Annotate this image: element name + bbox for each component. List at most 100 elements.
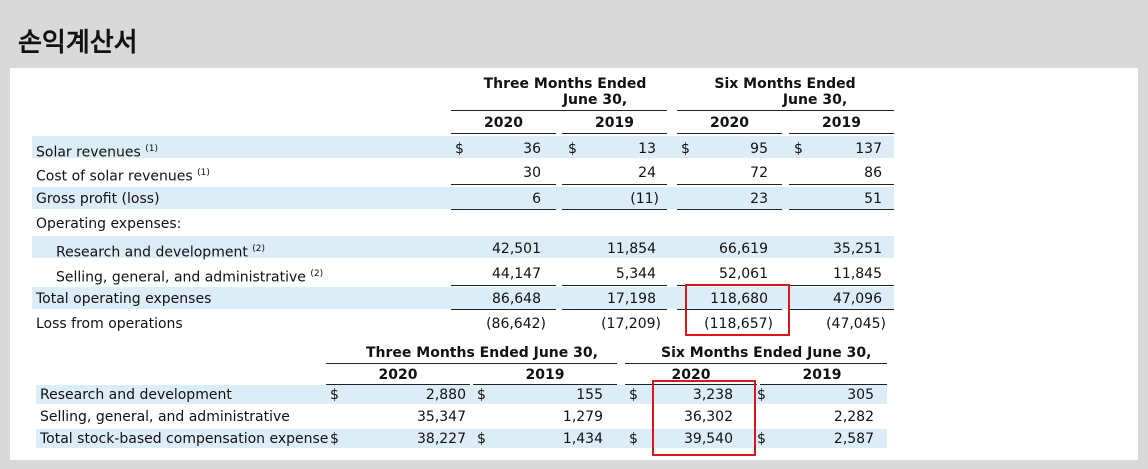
row-label: Total operating expenses bbox=[36, 291, 212, 307]
rule bbox=[789, 309, 894, 310]
rule bbox=[473, 384, 617, 385]
row-band bbox=[32, 187, 894, 209]
subtotal-rule bbox=[562, 184, 667, 185]
row-band bbox=[32, 236, 894, 258]
cell: 39,540 bbox=[684, 431, 733, 447]
subtotal-rule bbox=[677, 184, 782, 185]
subtotal-rule bbox=[789, 285, 894, 286]
currency-symbol: $ bbox=[477, 431, 486, 447]
cell: 86,648 bbox=[492, 291, 541, 307]
currency-symbol: $ bbox=[757, 387, 766, 403]
top-header-rule-3m bbox=[451, 110, 667, 111]
currency-symbol: $ bbox=[629, 431, 638, 447]
bottom-year: 2019 bbox=[525, 367, 565, 383]
currency-symbol: $ bbox=[477, 387, 486, 403]
currency-symbol: $ bbox=[455, 141, 464, 157]
cell: 137 bbox=[855, 141, 882, 157]
cell: 13 bbox=[638, 141, 656, 157]
top-year-6m-2020: 2020 bbox=[710, 115, 749, 131]
cell: 2,880 bbox=[425, 387, 466, 403]
bottom-header-rule bbox=[625, 363, 887, 364]
subtotal-rule bbox=[562, 285, 667, 286]
cell: 2,587 bbox=[833, 431, 874, 447]
table-row: Selling, general, and administrative (2) bbox=[56, 265, 323, 287]
cell: 35,251 bbox=[833, 241, 882, 257]
rule bbox=[562, 209, 667, 210]
cell: 118,680 bbox=[710, 291, 768, 307]
cell: 2,282 bbox=[833, 409, 874, 425]
footnote-marker: (2) bbox=[310, 269, 324, 279]
cell: (118,657) bbox=[704, 316, 773, 332]
bottom-group-header-3m: Three Months Ended June 30, bbox=[366, 345, 598, 361]
top-group-header-3m-line1: Three Months Ended bbox=[483, 76, 647, 92]
table-row: Cost of solar revenues (1) bbox=[36, 164, 210, 186]
cell: (17,209) bbox=[601, 316, 661, 332]
currency-symbol: $ bbox=[629, 387, 638, 403]
rule bbox=[326, 384, 470, 385]
cell: 52,061 bbox=[719, 266, 768, 282]
currency-symbol: $ bbox=[681, 141, 690, 157]
cell: 3,238 bbox=[692, 387, 733, 403]
rule bbox=[451, 209, 556, 210]
cell: (11) bbox=[630, 191, 659, 207]
row-label: Loss from operations bbox=[36, 316, 183, 332]
cell: 36,302 bbox=[684, 409, 733, 425]
row-band bbox=[32, 287, 894, 309]
row-band bbox=[36, 385, 887, 404]
cell: 6 bbox=[532, 191, 541, 207]
footnote-marker: (1) bbox=[197, 168, 210, 178]
page-title: 손익계산서 bbox=[18, 28, 138, 58]
cell: 1,434 bbox=[562, 431, 603, 447]
year-rule bbox=[451, 133, 556, 134]
bottom-group-header-6m: Six Months Ended June 30, bbox=[661, 345, 872, 361]
highlight-box-stock-comp bbox=[652, 380, 756, 456]
rule bbox=[625, 384, 757, 385]
currency-symbol: $ bbox=[568, 141, 577, 157]
rule bbox=[451, 309, 556, 310]
section-label: Operating expenses: bbox=[36, 216, 182, 232]
bottom-year: 2020 bbox=[671, 367, 711, 383]
cell: 44,147 bbox=[492, 266, 541, 282]
cell: 155 bbox=[576, 387, 603, 403]
rule bbox=[760, 384, 887, 385]
currency-symbol: $ bbox=[757, 431, 766, 447]
row-band bbox=[32, 136, 894, 158]
title-bar: 손익계산서 bbox=[0, 0, 1148, 68]
cell: 35,347 bbox=[417, 409, 466, 425]
table-row: Research and development (2) bbox=[56, 240, 265, 262]
cell: 1,279 bbox=[562, 409, 603, 425]
rule bbox=[789, 209, 894, 210]
cell: 11,845 bbox=[833, 266, 882, 282]
year-rule bbox=[562, 133, 667, 134]
cell: 11,854 bbox=[607, 241, 656, 257]
row-band bbox=[36, 429, 887, 448]
top-group-header-6m-line1: Six Months Ended bbox=[714, 76, 856, 92]
table-row: Solar revenues (1) bbox=[36, 140, 158, 162]
cell: 42,501 bbox=[492, 241, 541, 257]
year-rule bbox=[789, 133, 894, 134]
cell: 17,198 bbox=[607, 291, 656, 307]
cell: 95 bbox=[750, 141, 768, 157]
footnote-marker: (2) bbox=[252, 244, 266, 254]
row-label: Gross profit (loss) bbox=[36, 191, 160, 207]
row-label: Research and development bbox=[40, 387, 232, 403]
row-label: Solar revenues bbox=[36, 144, 141, 161]
currency-symbol: $ bbox=[330, 431, 339, 447]
rule bbox=[562, 309, 667, 310]
top-year-3m-2019: 2019 bbox=[595, 115, 634, 131]
row-label: Selling, general, and administrative bbox=[56, 269, 306, 286]
row-label: Cost of solar revenues bbox=[36, 168, 193, 185]
currency-symbol: $ bbox=[794, 141, 803, 157]
bottom-header-rule bbox=[326, 363, 617, 364]
top-group-header-3m-line2: June 30, bbox=[562, 92, 628, 108]
bottom-year: 2020 bbox=[378, 367, 418, 383]
cell: 38,227 bbox=[417, 431, 466, 447]
cell: 86 bbox=[864, 165, 882, 181]
rule bbox=[677, 309, 782, 310]
top-year-3m-2020: 2020 bbox=[484, 115, 523, 131]
cell: 23 bbox=[750, 191, 768, 207]
footnote-marker: (1) bbox=[145, 144, 158, 154]
row-label: Research and development bbox=[56, 244, 248, 261]
bottom-year: 2019 bbox=[802, 367, 842, 383]
top-header-rule-6m bbox=[677, 110, 894, 111]
